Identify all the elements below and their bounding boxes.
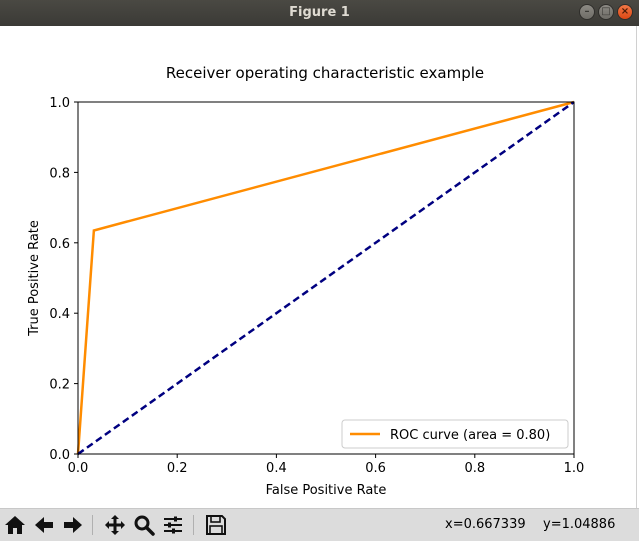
subplots-button[interactable] [160,512,186,538]
pan-button[interactable] [102,512,128,538]
y-tick-label: 0.6 [49,237,70,252]
y-tick-label: 1.0 [49,96,70,111]
window-edge [636,26,637,508]
legend-label: ROC curve (area = 0.80) [390,428,550,443]
forward-button[interactable] [60,512,86,538]
diagonal-reference-line [77,100,575,456]
chart-title: Receiver operating characteristic exampl… [166,64,484,82]
back-button[interactable] [31,512,57,538]
window-title: Figure 1 [289,5,350,20]
x-tick-label: 1.0 [564,461,585,476]
y-tick-label: 0.4 [49,307,70,322]
window-titlebar[interactable]: Figure 1 – □ × [0,0,639,26]
minimize-icon: – [584,6,590,17]
save-icon [206,515,226,535]
x-axis-label: False Positive Rate [266,483,387,498]
subplots-icon [164,516,182,534]
x-tick-label: 0.0 [68,461,89,476]
home-icon [5,516,25,534]
y-tick-label: 0.2 [49,378,70,393]
y-axis-label: True Positive Rate [27,220,42,337]
cursor-x-readout: x=0.667339 [445,517,526,532]
legend: ROC curve (area = 0.80) [341,419,569,449]
roc-chart: Receiver operating characteristic exampl… [27,64,585,498]
cursor-y-readout: y=1.04886 [543,517,616,532]
maximize-button[interactable]: □ [598,4,614,20]
figure-canvas[interactable]: Receiver operating characteristic exampl… [0,26,639,508]
x-tick-label: 0.8 [464,461,485,476]
home-button[interactable] [2,512,28,538]
roc-curve-line [76,100,575,455]
legend-box [341,419,569,449]
forward-arrow-icon [64,517,82,533]
minimize-button[interactable]: – [579,4,595,20]
zoom-icon [134,515,155,536]
toolbar-separator [92,515,93,535]
back-arrow-icon [35,517,53,533]
navigation-toolbar: x=0.667339 y=1.04886 [0,508,639,541]
zoom-button[interactable] [131,512,157,538]
close-icon: × [620,6,630,17]
pan-icon [105,515,125,535]
plot-frame [77,101,575,455]
save-button[interactable] [203,512,229,538]
x-tick-label: 0.2 [167,461,188,476]
maximize-icon: □ [601,6,611,17]
x-tick-label: 0.6 [365,461,386,476]
y-tick-label: 0.0 [49,448,70,463]
y-tick-label: 0.8 [49,166,70,181]
close-button[interactable]: × [617,4,633,20]
x-tick-label: 0.4 [266,461,287,476]
toolbar-separator [193,515,194,535]
